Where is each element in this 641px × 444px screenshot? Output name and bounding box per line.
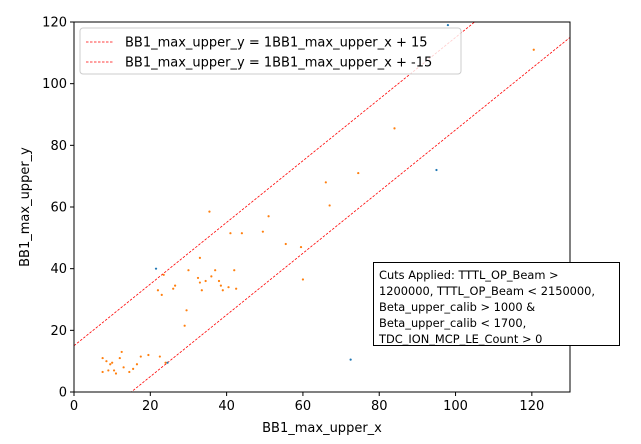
data-point <box>267 215 270 218</box>
x-tick-label: 100 <box>443 399 468 414</box>
data-point <box>196 276 200 280</box>
y-tick-label: 60 <box>50 201 67 216</box>
data-point <box>101 356 104 360</box>
data-point <box>198 256 202 259</box>
data-point <box>233 269 236 272</box>
data-point <box>114 372 118 375</box>
data-point <box>111 361 114 364</box>
x-tick-label: 120 <box>519 399 544 414</box>
data-point <box>219 284 222 287</box>
data-point <box>208 210 211 213</box>
data-point <box>162 273 165 276</box>
data-point <box>357 171 360 175</box>
x-tick-label: 40 <box>218 399 235 414</box>
data-point <box>328 204 331 207</box>
data-point <box>174 284 177 287</box>
data-point <box>214 269 217 272</box>
x-tick-label: 80 <box>371 399 388 414</box>
data-point <box>229 232 232 235</box>
y-tick-label: 40 <box>50 262 67 277</box>
data-point <box>284 242 287 246</box>
reference-line-2 <box>130 37 570 392</box>
data-point <box>158 355 161 358</box>
data-point <box>164 361 167 364</box>
data-point <box>221 289 224 292</box>
data-point <box>532 48 535 51</box>
data-point <box>240 232 243 235</box>
data-point <box>393 127 396 130</box>
data-point <box>446 23 450 27</box>
data-point <box>118 356 121 360</box>
y-tick-label: 80 <box>50 139 67 154</box>
data-point <box>235 287 238 290</box>
x-axis-label: BB1_max_upper_x <box>262 421 382 436</box>
y-tick-label: 120 <box>42 16 67 31</box>
data-point <box>135 363 139 366</box>
legend-entry-2: BB1_max_upper_y = 1BB1_max_upper_x + -15 <box>125 56 432 71</box>
data-point <box>204 279 207 283</box>
x-tick-label: 20 <box>142 399 159 414</box>
data-point <box>166 361 169 364</box>
x-tick-label: 60 <box>295 399 312 414</box>
data-point <box>128 370 131 374</box>
data-point <box>261 230 264 233</box>
y-tick-label: 20 <box>50 324 67 339</box>
data-point <box>227 286 230 289</box>
data-point <box>183 324 186 327</box>
data-point <box>324 181 327 184</box>
data-point <box>109 363 112 366</box>
data-point <box>132 367 135 370</box>
data-point <box>112 369 116 372</box>
data-point <box>301 278 305 281</box>
data-point <box>299 245 303 249</box>
reference-line-1 <box>74 22 476 347</box>
legend-box <box>79 27 462 75</box>
data-point <box>156 289 160 292</box>
data-point <box>435 168 438 172</box>
data-point <box>120 350 123 354</box>
legend-entry-1: BB1_max_upper_y = 1BB1_max_upper_x + 15 <box>125 36 428 51</box>
data-point <box>349 358 352 361</box>
y-tick-label: 0 <box>59 386 67 401</box>
data-point <box>107 369 110 372</box>
data-point <box>200 289 203 292</box>
legend: BB1_max_upper_y = 1BB1_max_upper_x + 15 B… <box>79 27 462 75</box>
data-point <box>172 287 175 290</box>
data-point <box>217 279 221 283</box>
x-tick-label: 0 <box>70 399 78 414</box>
data-point <box>154 267 158 270</box>
data-point <box>147 353 150 357</box>
data-point <box>105 360 108 363</box>
data-point <box>187 269 190 272</box>
data-point <box>160 293 163 296</box>
y-axis-label: BB1_max_upper_y <box>18 147 33 267</box>
data-point <box>198 281 202 284</box>
data-point <box>210 275 213 278</box>
y-tick-label: 100 <box>42 77 67 92</box>
data-point <box>185 309 188 312</box>
data-point <box>101 370 104 374</box>
data-point <box>139 355 142 358</box>
data-point <box>122 366 125 369</box>
cuts-annotation: Cuts Applied: TTTL_OP_Beam > 1200000, TT… <box>373 262 620 346</box>
